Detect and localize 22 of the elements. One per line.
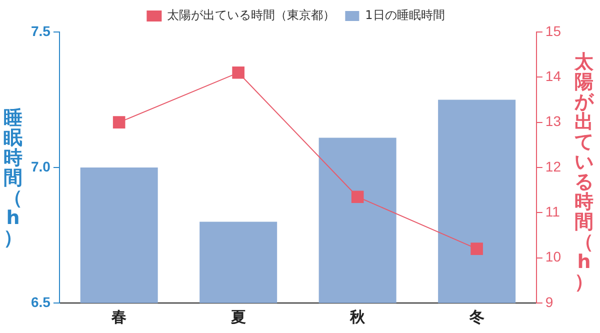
- x-tick-label: 春: [110, 308, 127, 326]
- x-tick-label: 冬: [468, 308, 484, 326]
- y2-tick-label: 14: [545, 68, 562, 84]
- x-tick-label: 夏: [230, 308, 246, 326]
- legend-label: 太陽が出ている時間（東京都）: [167, 8, 336, 22]
- y-tick-label: 7.5: [30, 22, 51, 39]
- y2-tick-label: 13: [545, 113, 562, 130]
- y2-tick-label: 9: [545, 294, 554, 310]
- point: [470, 242, 483, 255]
- point: [351, 190, 364, 204]
- point: [232, 66, 244, 79]
- y2-tick-label: 12: [545, 158, 562, 174]
- y2-tick-label: 15: [545, 22, 562, 39]
- y-tick-label: 6.5: [30, 294, 51, 310]
- legend-label: 1日の睡眠時間: [365, 8, 445, 22]
- y-axis-title: 睡眠時間（h）: [2, 107, 24, 249]
- point: [112, 116, 126, 128]
- y2-tick-label: 10: [545, 248, 562, 265]
- text: 太陽が出ている時間（h）: [574, 51, 594, 293]
- x-tick-label: 秋: [349, 308, 366, 326]
- y2-tick-label: 11: [545, 204, 560, 220]
- y-tick-label: 7.0: [30, 158, 51, 174]
